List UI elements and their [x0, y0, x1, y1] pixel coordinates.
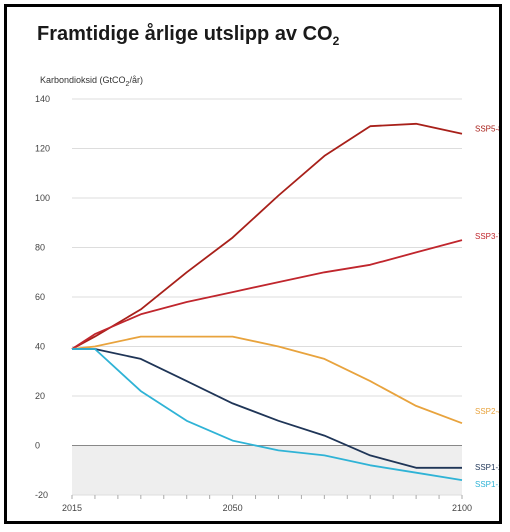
y-tick-label: 140 — [35, 94, 50, 104]
series-label: SSP1-1.9 — [475, 480, 499, 489]
y-tick-label: 60 — [35, 292, 45, 302]
axis-ticks: 140 120 100 80 60 40 20 0 -20 2015 2050 2100 — [35, 94, 472, 513]
chart-title: Framtidige årlige utslipp av CO2 — [37, 23, 340, 48]
y-tick-label: 100 — [35, 193, 50, 203]
series-lines — [71, 122, 463, 481]
gridlines — [71, 98, 463, 499]
series-label: SSP3-7.0 — [475, 232, 499, 241]
y-tick-label: 20 — [35, 391, 45, 401]
x-tick-label: 2015 — [62, 503, 82, 513]
series-line-ssp5-8-5 — [71, 122, 463, 350]
chart-frame: Framtidige årlige utslipp av CO2 Karbond… — [4, 4, 502, 524]
y-tick-label: 80 — [35, 243, 45, 253]
y-tick-label: 120 — [35, 144, 50, 154]
y-axis-label: Karbondioksid (GtCO2/år) — [40, 75, 143, 88]
x-tick-label: 2100 — [452, 503, 472, 513]
series-line-ssp1-1-9 — [72, 348, 463, 481]
line-chart: 140 120 100 80 60 40 20 0 -20 2015 2050 2100 SSP5-8… — [35, 94, 499, 513]
series-label: SSP5-8.5 — [475, 125, 499, 134]
y-tick-label: -20 — [35, 490, 48, 500]
series-line-ssp1-2-6 — [72, 348, 462, 469]
series-label: SSP2-4.5 — [475, 407, 499, 416]
series-line-ssp2-4-5 — [71, 335, 463, 425]
series-label: SSP1-2.6 — [475, 463, 499, 472]
y-tick-label: 0 — [35, 441, 40, 451]
series-labels: SSP5-8.5 SSP3-7.0 SSP2-4.5 SSP1-2.6 SSP1-1.9 — [475, 125, 499, 489]
series-line-ssp3-7-0 — [71, 239, 463, 350]
y-tick-label: 40 — [35, 342, 45, 352]
x-tick-label: 2050 — [223, 503, 243, 513]
